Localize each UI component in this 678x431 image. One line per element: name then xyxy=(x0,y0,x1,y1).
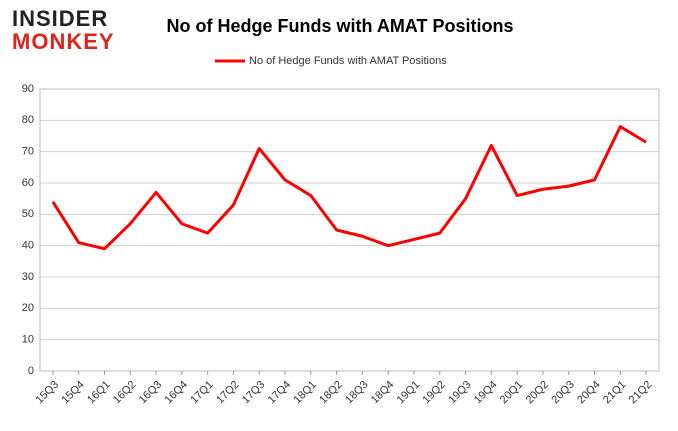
legend-label: No of Hedge Funds with AMAT Positions xyxy=(249,55,447,67)
logo-text: INSIDER xyxy=(12,6,108,31)
logo-text: MONKEY xyxy=(12,29,115,54)
y-tick-label: 80 xyxy=(22,114,34,126)
x-tick-label: 15Q4 xyxy=(59,379,87,407)
plot-border xyxy=(39,88,660,372)
x-tick-label: 16Q3 xyxy=(137,379,165,407)
y-tick-label: 50 xyxy=(22,208,34,220)
x-tick-label: 16Q2 xyxy=(111,379,139,407)
x-tick-label: 21Q1 xyxy=(601,379,629,407)
x-tick-label: 16Q1 xyxy=(85,379,113,407)
x-tick-label: 17Q3 xyxy=(240,379,268,407)
x-tick-label: 18Q2 xyxy=(317,379,345,407)
x-tick-label: 19Q4 xyxy=(472,379,500,407)
chart-title: No of Hedge Funds with AMAT Positions xyxy=(167,16,514,36)
x-tick-label: 17Q4 xyxy=(266,379,294,407)
data-line xyxy=(51,125,647,251)
x-tick-label: 20Q3 xyxy=(549,379,577,407)
x-tick-label: 16Q4 xyxy=(163,379,191,407)
y-tick-label: 0 xyxy=(28,365,34,377)
x-tick-label: 20Q4 xyxy=(575,379,603,407)
y-tick-label: 40 xyxy=(22,240,34,252)
y-tick-label: 60 xyxy=(22,177,34,189)
y-tick-label: 30 xyxy=(22,271,34,283)
x-tick-label: 19Q3 xyxy=(446,379,474,407)
y-tick-label: 10 xyxy=(22,334,34,346)
x-tick-label: 18Q3 xyxy=(343,379,371,407)
x-tick-label: 17Q2 xyxy=(214,379,242,407)
x-tick-label: 18Q4 xyxy=(369,379,397,407)
x-tick-label: 17Q1 xyxy=(188,379,216,407)
x-tick-label: 21Q2 xyxy=(627,379,655,407)
x-tick-label: 15Q3 xyxy=(34,379,62,407)
x-tick-label: 20Q1 xyxy=(498,379,526,407)
x-tick-label: 20Q2 xyxy=(524,379,552,407)
y-tick-label: 20 xyxy=(22,302,34,314)
x-tick-label: 19Q1 xyxy=(395,379,423,407)
y-tick-label: 90 xyxy=(22,83,34,95)
x-tick-label: 18Q1 xyxy=(291,379,319,407)
x-tick-label: 19Q2 xyxy=(420,379,448,407)
y-tick-label: 70 xyxy=(22,146,34,158)
